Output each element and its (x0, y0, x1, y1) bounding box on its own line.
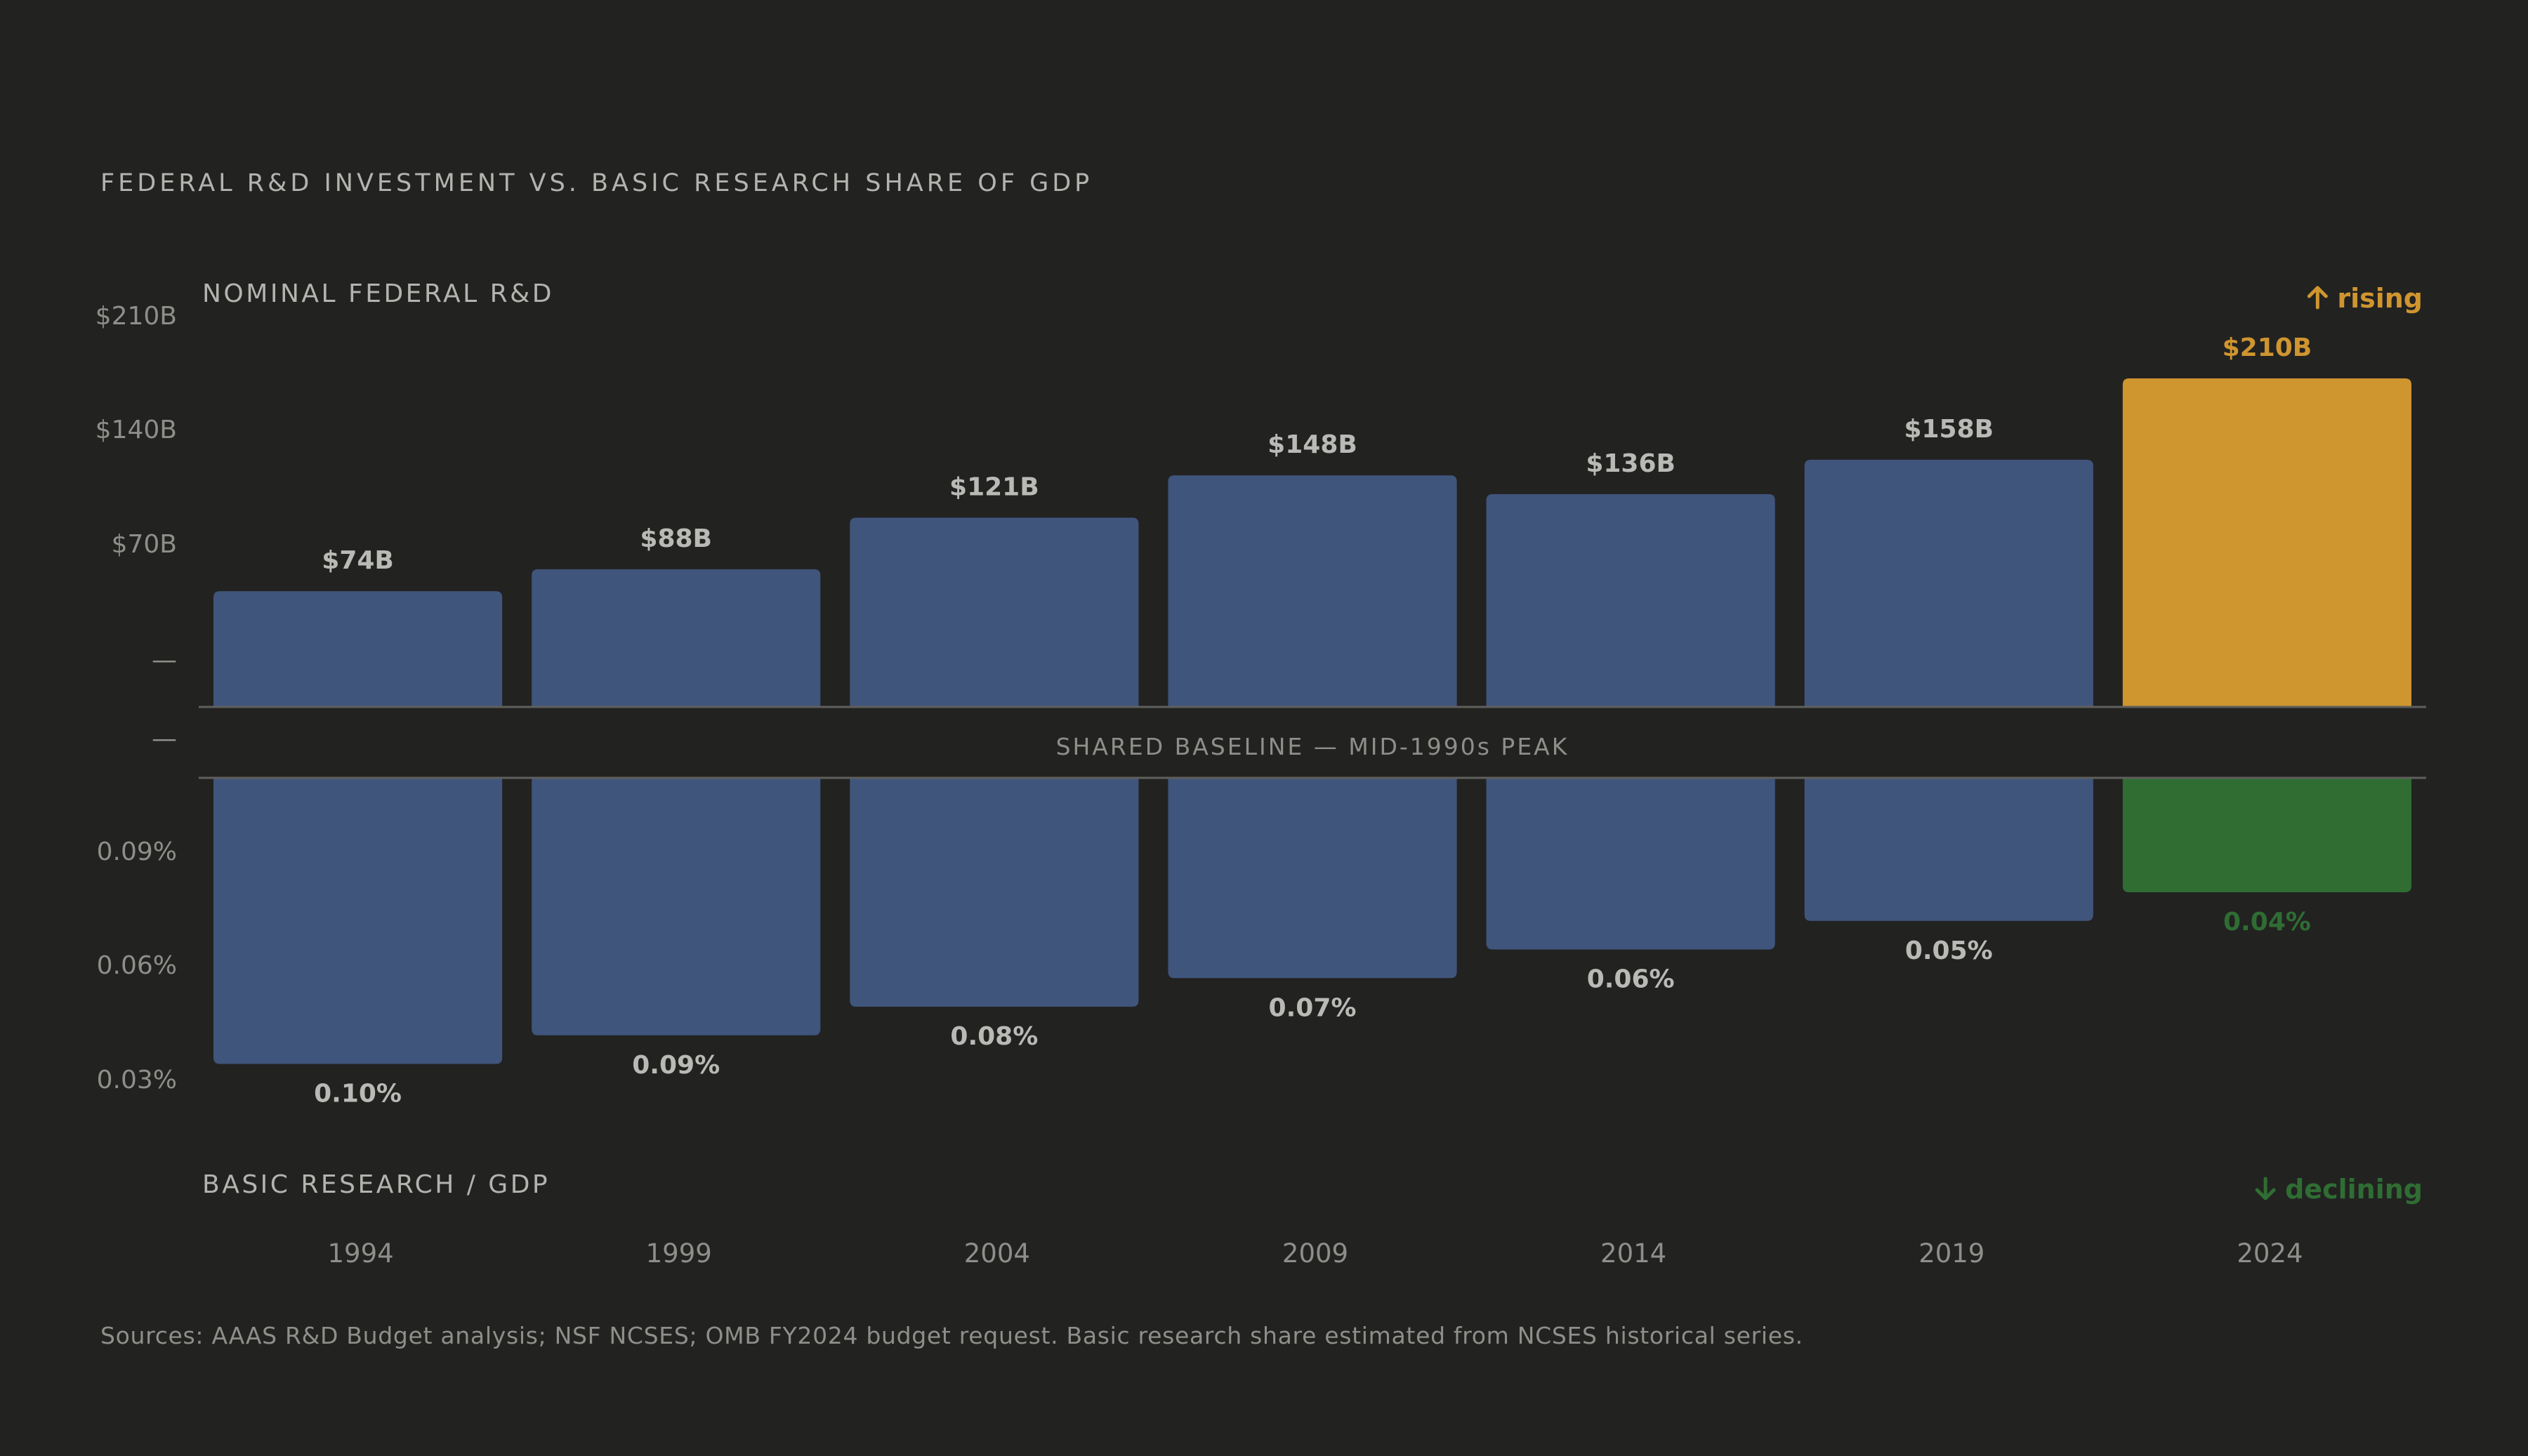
top-bar-2014 (1486, 494, 1775, 707)
arrow-up-icon (2307, 286, 2328, 310)
bottom-bar-2004 (850, 778, 1139, 1007)
top-value-label-2014: $136B (1586, 449, 1676, 478)
bottom-bar-2024 (2122, 778, 2411, 892)
top-bar-2024 (2122, 378, 2411, 707)
bottom-bar-2014 (1486, 778, 1775, 950)
top-bar-1994 (213, 591, 503, 707)
category-label-2004: 2004 (964, 1238, 1030, 1269)
chart-title: FEDERAL R&D INVESTMENT VS. BASIC RESEARC… (100, 169, 1093, 197)
category-label-1994: 1994 (327, 1238, 393, 1269)
bottom-bar-2009 (1168, 778, 1457, 979)
bottom-value-label-2009: 0.07% (1269, 993, 1357, 1022)
top-value-label-1999: $88B (640, 524, 712, 553)
top-panel-label: NOMINAL FEDERAL R&D (202, 279, 554, 308)
bottom-value-label-2024: 0.04% (2223, 908, 2311, 937)
bottom-value-label-1994: 0.10% (314, 1080, 402, 1108)
bottom-panel-label: BASIC RESEARCH / GDP (202, 1170, 550, 1199)
category-label-2019: 2019 (1918, 1238, 1984, 1269)
category-label-2024: 2024 (2237, 1238, 2303, 1269)
bottom-value-label-2004: 0.08% (950, 1022, 1038, 1051)
bottom-axis-tick-2: 0.06% (97, 951, 177, 980)
category-label-1999: 1999 (646, 1238, 712, 1269)
bottom-trend-label: declining (2285, 1174, 2423, 1205)
bottom-bar-1999 (532, 778, 821, 1035)
bottom-value-label-2019: 0.05% (1905, 937, 1993, 965)
top-bar-2009 (1168, 475, 1457, 707)
top-axis-tick-3: — (152, 646, 177, 675)
top-axis-tick-2: $70B (112, 530, 177, 559)
bottom-axis-tick-0: — (152, 724, 177, 753)
top-bar-2004 (850, 517, 1139, 707)
bottom-bar-2019 (1804, 778, 2093, 921)
bottom-axis-tick-1: 0.09% (97, 838, 177, 866)
top-bar-1999 (532, 569, 821, 707)
top-value-label-2019: $158B (1904, 415, 1994, 444)
top-axis-tick-1: $140B (96, 416, 177, 444)
top-trend-label: rising (2337, 283, 2423, 314)
top-bars-group (213, 378, 2411, 707)
top-value-label-1994: $74B (322, 546, 394, 575)
bottom-axis-tick-3: 0.03% (97, 1066, 177, 1094)
category-label-2009: 2009 (1282, 1238, 1348, 1269)
labels-group: $74B 0.10% 1994 $88B 0.09% 1999 $121B 0.08% 2004… (96, 283, 2423, 1269)
bottom-bars-group (213, 778, 2411, 1064)
bottom-value-label-1999: 0.09% (632, 1051, 720, 1080)
top-value-label-2009: $148B (1268, 430, 1357, 459)
arrow-down-icon (2255, 1177, 2276, 1200)
top-axis-tick-0: $210B (96, 302, 177, 331)
category-label-2014: 2014 (1600, 1238, 1666, 1269)
bottom-value-label-2014: 0.06% (1587, 965, 1675, 994)
baseline-label: SHARED BASELINE — MID-1990s PEAK (1056, 733, 1569, 760)
top-value-label-2004: $121B (949, 472, 1039, 501)
top-value-label-2024: $210B (2223, 333, 2312, 362)
bottom-bar-1994 (213, 778, 503, 1064)
top-bar-2019 (1804, 459, 2093, 707)
source-note: Sources: AAAS R&D Budget analysis; NSF N… (100, 1322, 1803, 1349)
